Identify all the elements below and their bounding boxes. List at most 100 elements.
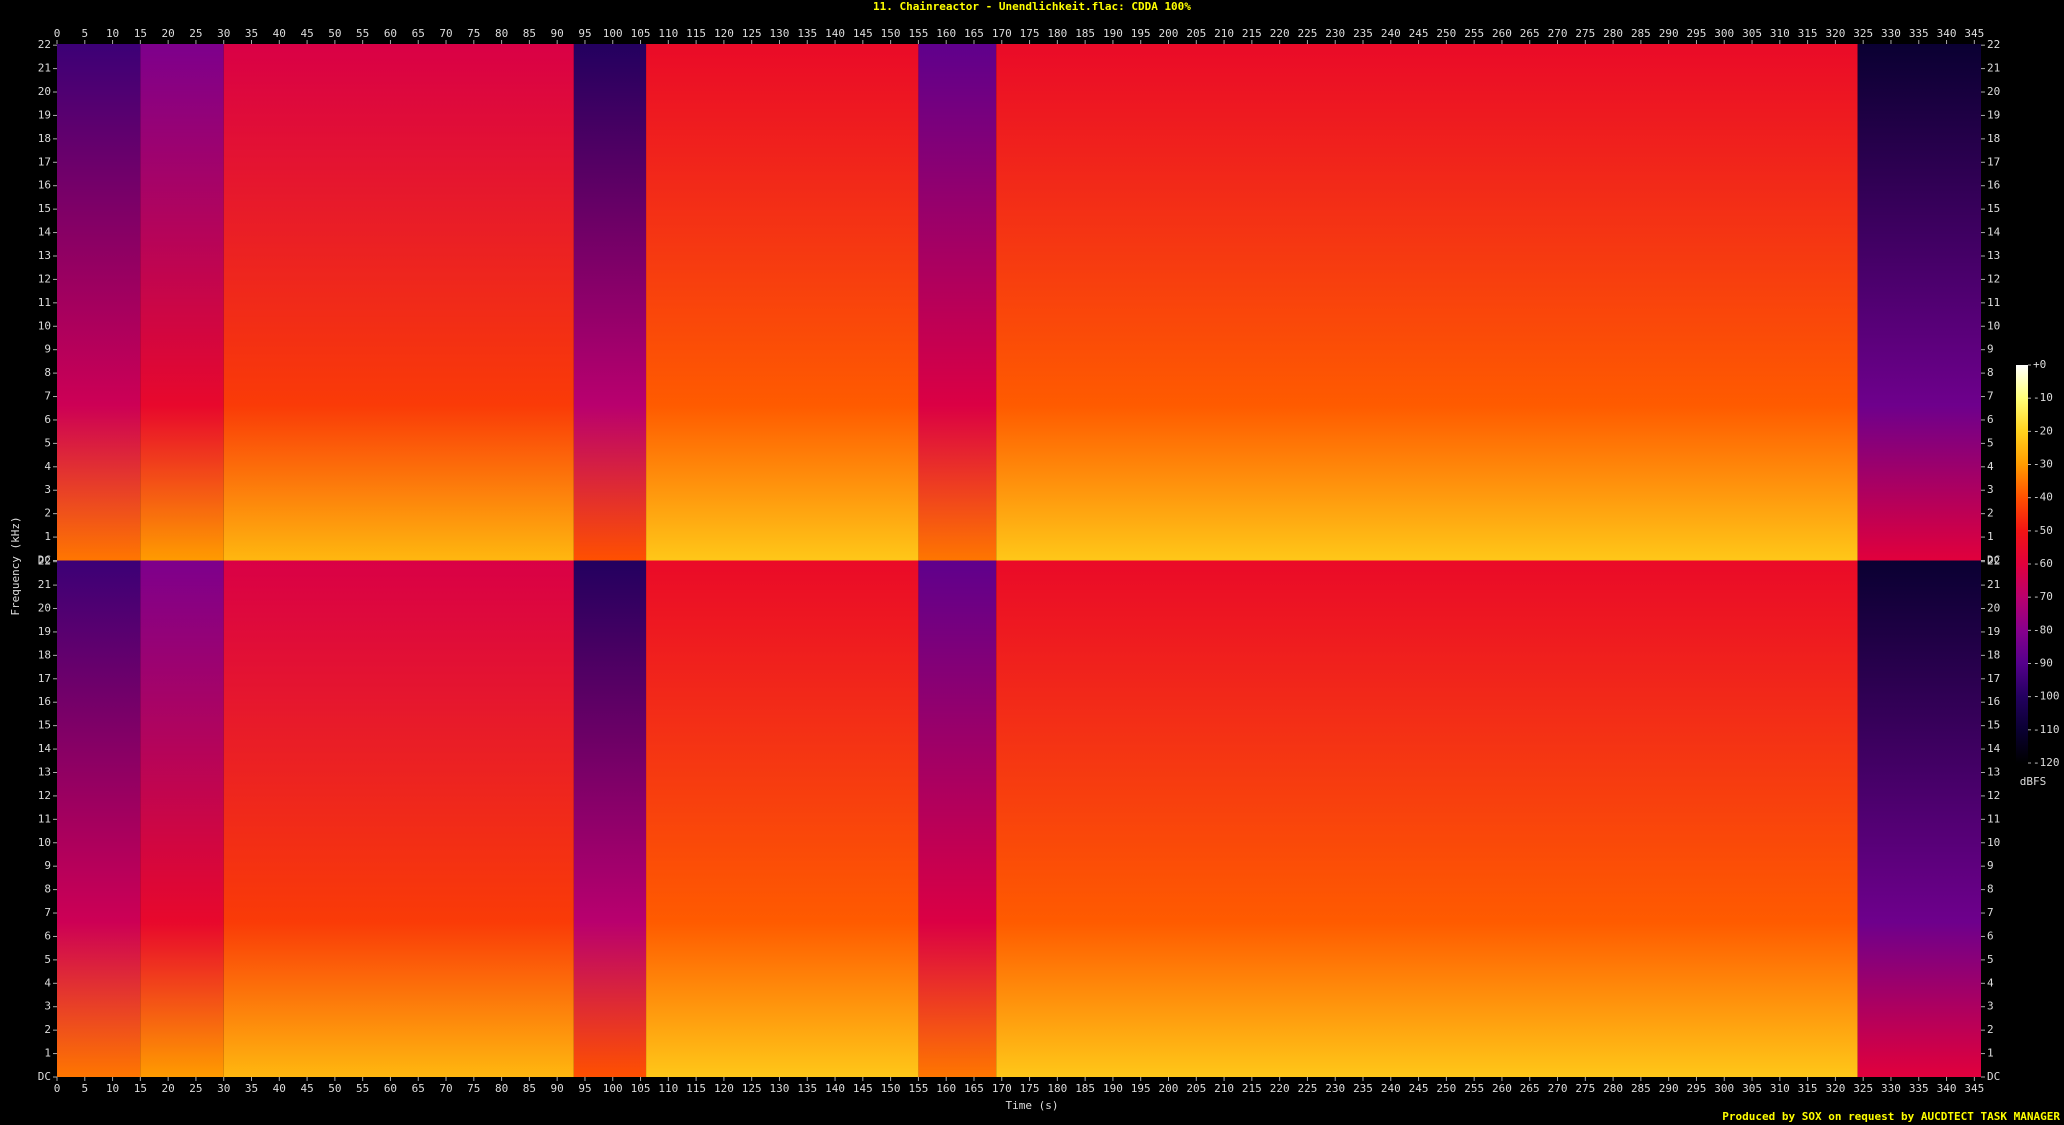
y-tick-label: 12 xyxy=(38,272,51,285)
x-tick-label-top: 290 xyxy=(1659,27,1679,40)
x-tick-label-top: 120 xyxy=(714,27,734,40)
y-tick-label: 16 xyxy=(38,179,51,192)
x-tick-label-top: 310 xyxy=(1770,27,1790,40)
x-tick-label-bottom: 275 xyxy=(1575,1082,1595,1095)
x-tick-label-bottom: 170 xyxy=(992,1082,1012,1095)
spectrogram-segment xyxy=(57,44,141,561)
colorbar-tick-label: -30 xyxy=(2033,458,2053,471)
x-tick-label-top: 0 xyxy=(54,27,61,40)
y-tick-label-right: 15 xyxy=(1987,719,2000,732)
x-tick-label-bottom: 265 xyxy=(1520,1082,1540,1095)
x-tick-label-top: 150 xyxy=(881,27,901,40)
y-tick-label-right: 12 xyxy=(1987,272,2000,285)
y-tick-label-right: 11 xyxy=(1987,296,2000,309)
x-tick-label-top: 45 xyxy=(300,27,313,40)
y-tick-label-right: 4 xyxy=(1987,460,1994,473)
y-tick-label-right: 11 xyxy=(1987,812,2000,825)
x-tick-label-bottom: 110 xyxy=(658,1082,678,1095)
x-tick-label-top: 270 xyxy=(1548,27,1568,40)
x-tick-label-top: 180 xyxy=(1047,27,1067,40)
x-tick-label-bottom: 135 xyxy=(797,1082,817,1095)
y-tick-label-right: 5 xyxy=(1987,953,1994,966)
x-tick-label-bottom: 210 xyxy=(1214,1082,1234,1095)
y-tick-label-right: 7 xyxy=(1987,906,1994,919)
x-tick-label-bottom: 50 xyxy=(328,1082,341,1095)
x-tick-label-bottom: 70 xyxy=(439,1082,452,1095)
x-tick-label-bottom: 115 xyxy=(686,1082,706,1095)
y-tick-label: 8 xyxy=(44,366,51,379)
y-tick-label: 19 xyxy=(38,625,51,638)
y-tick-label: 15 xyxy=(38,202,51,215)
y-tick-label: 5 xyxy=(44,953,51,966)
x-tick-label-top: 185 xyxy=(1075,27,1095,40)
x-tick-label-bottom: 15 xyxy=(134,1082,147,1095)
y-tick-label-right: 19 xyxy=(1987,625,2000,638)
x-tick-label-top: 25 xyxy=(189,27,202,40)
x-tick-label-top: 135 xyxy=(797,27,817,40)
y-tick-label: 17 xyxy=(38,155,51,168)
x-tick-label-bottom: 180 xyxy=(1047,1082,1067,1095)
y-tick-label: 3 xyxy=(44,1000,51,1013)
x-tick-label-bottom: 60 xyxy=(384,1082,397,1095)
x-tick-label-bottom: 290 xyxy=(1659,1082,1679,1095)
x-tick-label-top: 15 xyxy=(134,27,147,40)
x-tick-label-bottom: 165 xyxy=(964,1082,984,1095)
y-tick-label-right: 14 xyxy=(1987,226,2001,239)
x-tick-label-bottom: 190 xyxy=(1103,1082,1123,1095)
x-tick-label-bottom: 340 xyxy=(1937,1082,1957,1095)
y-tick-label-right: 16 xyxy=(1987,179,2000,192)
x-tick-label-top: 250 xyxy=(1436,27,1456,40)
x-tick-label-top: 65 xyxy=(412,27,425,40)
y-tick-label-right: 7 xyxy=(1987,390,1994,403)
y-tick-label: 7 xyxy=(44,906,51,919)
y-tick-label: 8 xyxy=(44,883,51,896)
x-tick-label-top: 30 xyxy=(217,27,230,40)
spectrogram-segment xyxy=(223,560,574,1077)
x-tick-label-bottom: 100 xyxy=(603,1082,623,1095)
y-tick-label-right: 10 xyxy=(1987,836,2000,849)
spectrogram-segment xyxy=(57,560,141,1077)
x-tick-label-top: 230 xyxy=(1325,27,1345,40)
x-tick-label-top: 220 xyxy=(1270,27,1290,40)
y-tick-label: 22 xyxy=(38,555,51,568)
x-tick-label-top: 195 xyxy=(1131,27,1151,40)
x-tick-label-top: 295 xyxy=(1687,27,1707,40)
y-tick-label: 4 xyxy=(44,976,51,989)
y-tick-label: 11 xyxy=(38,296,51,309)
x-tick-label-bottom: 195 xyxy=(1131,1082,1151,1095)
y-tick-label: 14 xyxy=(38,742,52,755)
y-tick-label: DC xyxy=(38,554,51,567)
x-tick-label-top: 140 xyxy=(825,27,845,40)
y-tick-label: 20 xyxy=(38,602,51,615)
y-tick-label: 3 xyxy=(44,483,51,496)
x-tick-label-top: 240 xyxy=(1381,27,1401,40)
colorbar-tick-label: -50 xyxy=(2033,524,2053,537)
x-tick-label-bottom: 240 xyxy=(1381,1082,1401,1095)
y-tick-label-right: 16 xyxy=(1987,695,2000,708)
x-tick-label-top: 200 xyxy=(1159,27,1179,40)
x-tick-label-top: 235 xyxy=(1353,27,1373,40)
y-tick-label: 5 xyxy=(44,436,51,449)
x-tick-label-top: 75 xyxy=(467,27,480,40)
y-tick-label-right: 12 xyxy=(1987,789,2000,802)
y-tick-label: 11 xyxy=(38,812,51,825)
colorbar-tick-label: -40 xyxy=(2033,491,2053,504)
y-tick-label: 1 xyxy=(44,1047,51,1060)
x-tick-label-bottom: 260 xyxy=(1492,1082,1512,1095)
x-tick-label-top: 160 xyxy=(936,27,956,40)
spectrogram-segment xyxy=(918,560,997,1077)
y-tick-label-right: 2 xyxy=(1987,1023,1994,1036)
y-tick-label-right: 22 xyxy=(1987,38,2000,51)
y-tick-label-right: 15 xyxy=(1987,202,2000,215)
x-tick-label-bottom: 245 xyxy=(1409,1082,1429,1095)
x-tick-label-bottom: 25 xyxy=(189,1082,202,1095)
x-tick-label-top: 300 xyxy=(1714,27,1734,40)
x-tick-label-top: 85 xyxy=(523,27,536,40)
spectrogram-segment xyxy=(223,44,574,561)
y-tick-label-right: 6 xyxy=(1987,413,1994,426)
x-tick-label-top: 190 xyxy=(1103,27,1123,40)
x-tick-label-top: 80 xyxy=(495,27,508,40)
x-tick-label-bottom: 120 xyxy=(714,1082,734,1095)
x-tick-label-bottom: 155 xyxy=(908,1082,928,1095)
